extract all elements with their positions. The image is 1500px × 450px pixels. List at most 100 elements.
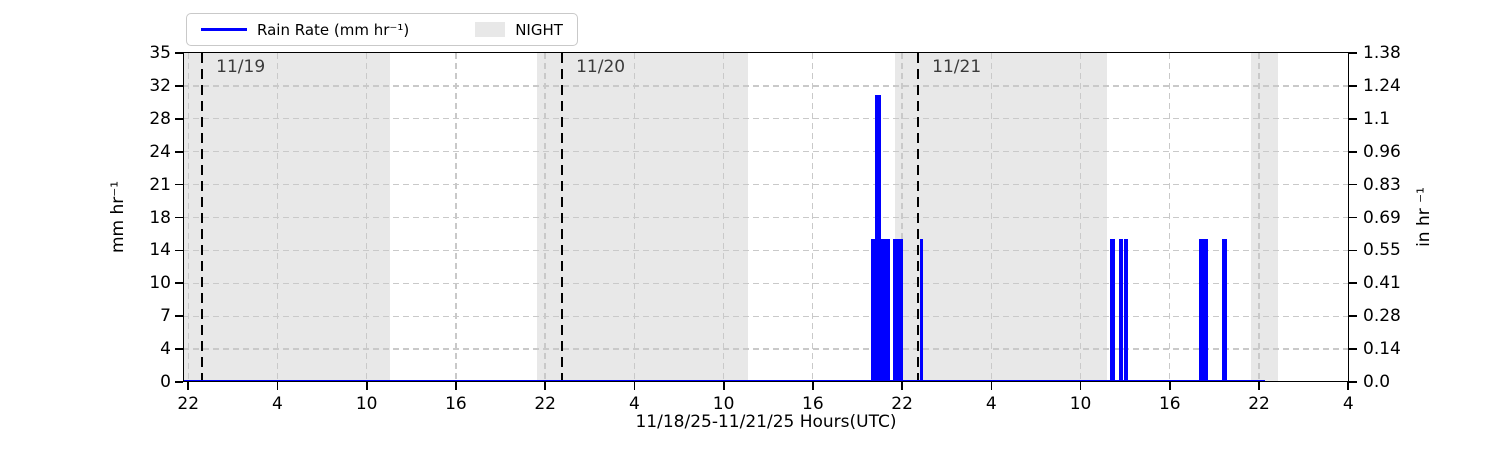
y-tick-label-left: 7 xyxy=(160,306,171,327)
x-tick-mark xyxy=(990,382,993,390)
y-tick-label-right: 0.28 xyxy=(1363,306,1401,327)
y-tick-mark-left xyxy=(175,85,183,87)
y-tick-label-left: 4 xyxy=(160,339,171,360)
y-tick-mark-right xyxy=(1349,117,1357,120)
y-tick-label-right: 0.41 xyxy=(1363,273,1401,294)
y-tick-label-left: 18 xyxy=(149,207,171,228)
rain-rate-bar xyxy=(875,95,882,382)
y-tick-label-right: 0.96 xyxy=(1363,141,1401,162)
y-tick-label-right: 0.55 xyxy=(1363,240,1401,261)
y-tick-label-right: 1.38 xyxy=(1363,43,1401,63)
y-tick-mark-right xyxy=(1349,183,1357,186)
rain-rate-line-swatch xyxy=(201,27,247,32)
y-tick-mark-right xyxy=(1349,150,1357,153)
x-tick-mark xyxy=(544,382,547,390)
x-tick-mark xyxy=(365,382,368,390)
y-tick-mark-right xyxy=(1349,348,1357,350)
y-tick-mark-right xyxy=(1349,381,1357,383)
x-tick-mark xyxy=(276,382,279,390)
day-boundary-line xyxy=(916,53,920,382)
x-tick-label: 10 xyxy=(1069,394,1092,414)
y-tick-label-right: 1.24 xyxy=(1363,75,1401,96)
y-tick-mark-left xyxy=(175,117,183,120)
x-tick-mark xyxy=(1168,382,1171,390)
legend-night-label: NIGHT xyxy=(515,20,563,39)
x-tick-label: 4 xyxy=(985,394,997,414)
legend-rain-label: Rain Rate (mm hr⁻¹) xyxy=(257,20,410,39)
y-tick-mark-left xyxy=(175,282,183,285)
y-tick-mark-left xyxy=(175,315,183,318)
y-tick-mark-right xyxy=(1349,85,1357,87)
x-tick-label: 16 xyxy=(1158,394,1181,414)
rain-rate-bar xyxy=(920,238,924,382)
y-tick-label-left: 14 xyxy=(149,240,171,261)
y-tick-label-left: 28 xyxy=(149,108,171,129)
x-tick-mark xyxy=(455,382,457,390)
horizontal-gridline xyxy=(183,151,1349,153)
y-tick-label-left: 24 xyxy=(149,141,171,162)
y-tick-label-right: 0.83 xyxy=(1363,174,1401,195)
day-boundary-label: 11/19 xyxy=(216,57,266,77)
y-tick-mark-left xyxy=(175,52,183,54)
horizontal-gridline xyxy=(183,216,1349,219)
rain-rate-bar xyxy=(1109,238,1116,382)
y-tick-mark-right xyxy=(1349,282,1357,285)
horizontal-gridline xyxy=(183,183,1349,186)
x-tick-label: 4 xyxy=(628,394,640,414)
night-patch-swatch xyxy=(475,22,506,37)
y-tick-mark-left xyxy=(175,249,183,252)
day-boundary-line xyxy=(200,53,204,382)
x-axis-label: 11/18/25-11/21/25 Hours(UTC) xyxy=(635,412,897,432)
y-tick-mark-right xyxy=(1349,216,1357,219)
horizontal-gridline xyxy=(183,282,1349,284)
horizontal-gridline xyxy=(183,348,1349,350)
x-tick-label: 4 xyxy=(1342,394,1354,414)
y-tick-mark-left xyxy=(175,216,183,219)
y-tick-mark-right xyxy=(1349,52,1357,54)
day-boundary-line xyxy=(560,53,564,382)
y-tick-label-left: 10 xyxy=(149,273,171,294)
x-tick-mark xyxy=(1347,382,1350,390)
rain-rate-bar xyxy=(1199,238,1208,382)
x-tick-label: 16 xyxy=(445,394,467,414)
y-tick-label-right: 0.14 xyxy=(1363,339,1401,360)
rain-rate-bar xyxy=(893,238,904,382)
y-tick-label-left: 32 xyxy=(149,75,171,96)
x-tick-mark xyxy=(812,382,814,390)
y-tick-label-right: 1.1 xyxy=(1363,108,1391,129)
day-boundary-label: 11/21 xyxy=(932,57,982,77)
x-tick-label: 16 xyxy=(802,394,824,414)
y-tick-mark-right xyxy=(1349,315,1357,318)
rain-rate-bar xyxy=(1119,238,1124,382)
y-axis-label-left: mm hr⁻¹ xyxy=(108,180,128,254)
chart-legend: Rain Rate (mm hr⁻¹) NIGHT xyxy=(186,13,578,46)
y-tick-mark-left xyxy=(175,381,183,383)
horizontal-gridline xyxy=(183,118,1349,120)
x-tick-label: 10 xyxy=(712,394,735,414)
x-tick-mark xyxy=(1079,382,1082,390)
x-tick-mark xyxy=(633,382,636,390)
y-tick-label-right: 0.0 xyxy=(1363,372,1391,392)
y-tick-mark-left xyxy=(175,348,183,350)
horizontal-gridline xyxy=(183,315,1349,317)
x-tick-mark xyxy=(187,382,190,390)
rain-rate-zero-line xyxy=(183,379,1265,382)
x-tick-mark xyxy=(722,382,725,390)
y-tick-mark-left xyxy=(175,183,183,186)
y-tick-mark-right xyxy=(1349,249,1357,252)
horizontal-gridline xyxy=(183,249,1349,252)
x-tick-label: 22 xyxy=(534,394,556,414)
y-tick-label-left: 0 xyxy=(160,372,171,392)
y-tick-mark-left xyxy=(175,150,183,153)
y-tick-label-left: 21 xyxy=(149,174,171,195)
x-tick-label: 22 xyxy=(891,394,913,414)
x-tick-label: 22 xyxy=(1248,394,1270,414)
day-boundary-label: 11/20 xyxy=(576,57,626,77)
x-tick-mark xyxy=(901,382,903,390)
horizontal-gridline xyxy=(183,85,1349,87)
y-axis-label-right: in hr ⁻¹ xyxy=(1414,187,1434,247)
x-tick-label: 4 xyxy=(272,394,283,414)
rain-rate-bar xyxy=(1123,238,1128,382)
y-tick-label-right: 0.69 xyxy=(1363,207,1401,228)
x-tick-label: 10 xyxy=(355,394,378,414)
